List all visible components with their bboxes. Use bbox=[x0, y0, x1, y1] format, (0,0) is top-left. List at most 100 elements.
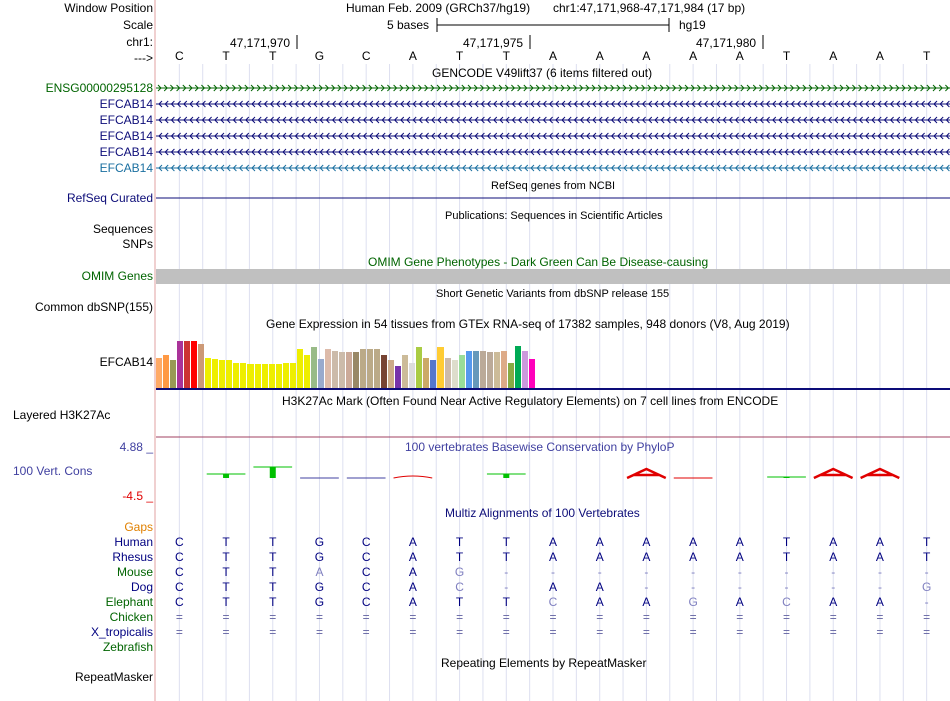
strand-arrow bbox=[871, 164, 876, 172]
strand-arrow bbox=[920, 84, 925, 92]
gtex-tissue-bar[interactable] bbox=[310, 347, 317, 388]
gtex-tissue-bar[interactable] bbox=[423, 358, 430, 388]
gtex-tissue-bar[interactable] bbox=[261, 364, 268, 388]
gtex-tissue-bar[interactable] bbox=[212, 359, 219, 388]
gtex-tissue-bar[interactable] bbox=[170, 360, 177, 388]
strand-arrow bbox=[728, 132, 733, 140]
strand-arrow bbox=[840, 164, 845, 172]
chrom-label: chr1: bbox=[126, 35, 153, 49]
gtex-tissue-bar[interactable] bbox=[465, 351, 472, 388]
strand-arrow bbox=[176, 100, 181, 108]
gtex-tissue-bar[interactable] bbox=[402, 355, 409, 388]
strand-arrow bbox=[207, 84, 212, 92]
gencode-item-label[interactable]: EFCAB14 bbox=[99, 161, 153, 175]
gtex-tissue-bar[interactable] bbox=[205, 358, 212, 388]
strand-arrow bbox=[933, 132, 938, 140]
gtex-tissue-bar[interactable] bbox=[444, 358, 451, 388]
strand-arrow bbox=[468, 148, 473, 156]
phylop-ymin: -4.5 _ bbox=[122, 489, 153, 503]
dbsnp-track-label[interactable]: Common dbSNP(155) bbox=[34, 300, 153, 314]
strand-arrow bbox=[276, 132, 281, 140]
snps-track-label[interactable]: SNPs bbox=[122, 237, 153, 251]
gtex-tissue-bar[interactable] bbox=[346, 352, 353, 388]
strand-arrow bbox=[282, 100, 287, 108]
strand-arrow bbox=[573, 84, 578, 92]
gtex-tissue-bar[interactable] bbox=[381, 355, 388, 388]
sequence-base: A bbox=[689, 49, 698, 63]
gtex-tissue-bar[interactable] bbox=[374, 349, 381, 388]
gtex-tissue-bar[interactable] bbox=[247, 364, 254, 388]
strand-arrow bbox=[945, 116, 950, 124]
strand-arrow bbox=[232, 116, 237, 124]
gtex-tissue-bar[interactable] bbox=[521, 351, 528, 388]
strand-arrow bbox=[629, 164, 634, 172]
gtex-tissue-bar[interactable] bbox=[254, 364, 261, 388]
gtex-tissue-bar[interactable] bbox=[500, 351, 507, 388]
gtex-tissue-bar[interactable] bbox=[507, 363, 514, 388]
gtex-tissue-bar[interactable] bbox=[275, 364, 282, 388]
gtex-tissue-bar[interactable] bbox=[163, 355, 170, 388]
gtex-tissue-bar[interactable] bbox=[458, 355, 465, 388]
gtex-tissue-bar[interactable] bbox=[289, 363, 296, 388]
gtex-tissue-bar[interactable] bbox=[240, 363, 247, 388]
gtex-tissue-bar[interactable] bbox=[331, 351, 338, 388]
gtex-track-label[interactable]: EFCAB14 bbox=[99, 355, 153, 369]
strand-arrow bbox=[803, 100, 808, 108]
gtex-tissue-bar[interactable] bbox=[437, 347, 444, 388]
gtex-tissue-bar[interactable] bbox=[177, 341, 184, 388]
gtex-tissue-bar[interactable] bbox=[360, 349, 367, 388]
gtex-tissue-bar[interactable] bbox=[191, 341, 198, 388]
alignment-base: - bbox=[737, 565, 742, 579]
gtex-tissue-bar[interactable] bbox=[156, 358, 163, 388]
gtex-tissue-bar[interactable] bbox=[472, 351, 479, 388]
gtex-tissue-bar[interactable] bbox=[282, 363, 289, 388]
gtex-tissue-bar[interactable] bbox=[409, 363, 416, 388]
strand-arrow bbox=[313, 100, 318, 108]
gtex-tissue-bar[interactable] bbox=[493, 352, 500, 388]
gtex-tissue-bar[interactable] bbox=[416, 347, 423, 388]
h3k27ac-track-label[interactable]: Layered H3K27Ac bbox=[13, 408, 111, 422]
gencode-item-label[interactable]: EFCAB14 bbox=[99, 113, 153, 127]
gencode-item-label[interactable]: EFCAB14 bbox=[99, 97, 153, 111]
strand-arrow bbox=[225, 84, 230, 92]
repeatmasker-track-label[interactable]: RepeatMasker bbox=[74, 670, 153, 684]
gtex-tissue-bar[interactable] bbox=[430, 360, 437, 388]
gtex-tissue-bar[interactable] bbox=[296, 349, 303, 388]
strand-arrow bbox=[300, 164, 305, 172]
refseq-track-label[interactable]: RefSeq Curated bbox=[66, 191, 153, 205]
gtex-tissue-bar[interactable] bbox=[395, 366, 402, 388]
gtex-tissue-bar[interactable] bbox=[353, 352, 360, 388]
omim-track-label[interactable]: OMIM Genes bbox=[81, 269, 153, 283]
gtex-tissue-bar[interactable] bbox=[219, 360, 226, 388]
gtex-tissue-bar[interactable] bbox=[451, 360, 458, 388]
gencode-item-label[interactable]: EFCAB14 bbox=[99, 145, 153, 159]
strand-arrow bbox=[933, 100, 938, 108]
gtex-tissue-bar[interactable] bbox=[479, 351, 486, 388]
gtex-tissue-bar[interactable] bbox=[486, 352, 493, 388]
gtex-tissue-bar[interactable] bbox=[388, 360, 395, 388]
phylop-track-label[interactable]: 100 Vert. Cons bbox=[13, 464, 93, 478]
strand-arrow bbox=[331, 84, 336, 92]
strand-arrow bbox=[300, 132, 305, 140]
publications-track-label[interactable]: Sequences bbox=[92, 222, 153, 236]
gtex-tissue-bar[interactable] bbox=[226, 360, 233, 388]
gtex-tissue-bar[interactable] bbox=[198, 344, 205, 388]
gtex-tissue-bar[interactable] bbox=[324, 349, 331, 388]
gtex-tissue-bar[interactable] bbox=[317, 359, 324, 388]
gtex-tissue-bar[interactable] bbox=[303, 355, 310, 388]
gtex-tissue-bar[interactable] bbox=[233, 363, 240, 388]
gtex-tissue-bar[interactable] bbox=[514, 346, 521, 388]
gencode-item-label[interactable]: EFCAB14 bbox=[99, 129, 153, 143]
gtex-tissue-bar[interactable] bbox=[367, 349, 374, 388]
alignment-base: = bbox=[502, 610, 510, 624]
omim-feature-bar[interactable] bbox=[156, 269, 950, 284]
gtex-bar-chart[interactable] bbox=[156, 333, 536, 388]
strand-arrow bbox=[728, 148, 733, 156]
gtex-tissue-bar[interactable] bbox=[338, 352, 345, 388]
gencode-item-label[interactable]: ENSG00000295128 bbox=[45, 81, 153, 95]
strand-arrow bbox=[375, 116, 380, 124]
gtex-tissue-bar[interactable] bbox=[184, 341, 191, 388]
gtex-tissue-bar[interactable] bbox=[268, 364, 275, 388]
strand-arrow bbox=[623, 164, 628, 172]
gtex-tissue-bar[interactable] bbox=[528, 359, 535, 388]
